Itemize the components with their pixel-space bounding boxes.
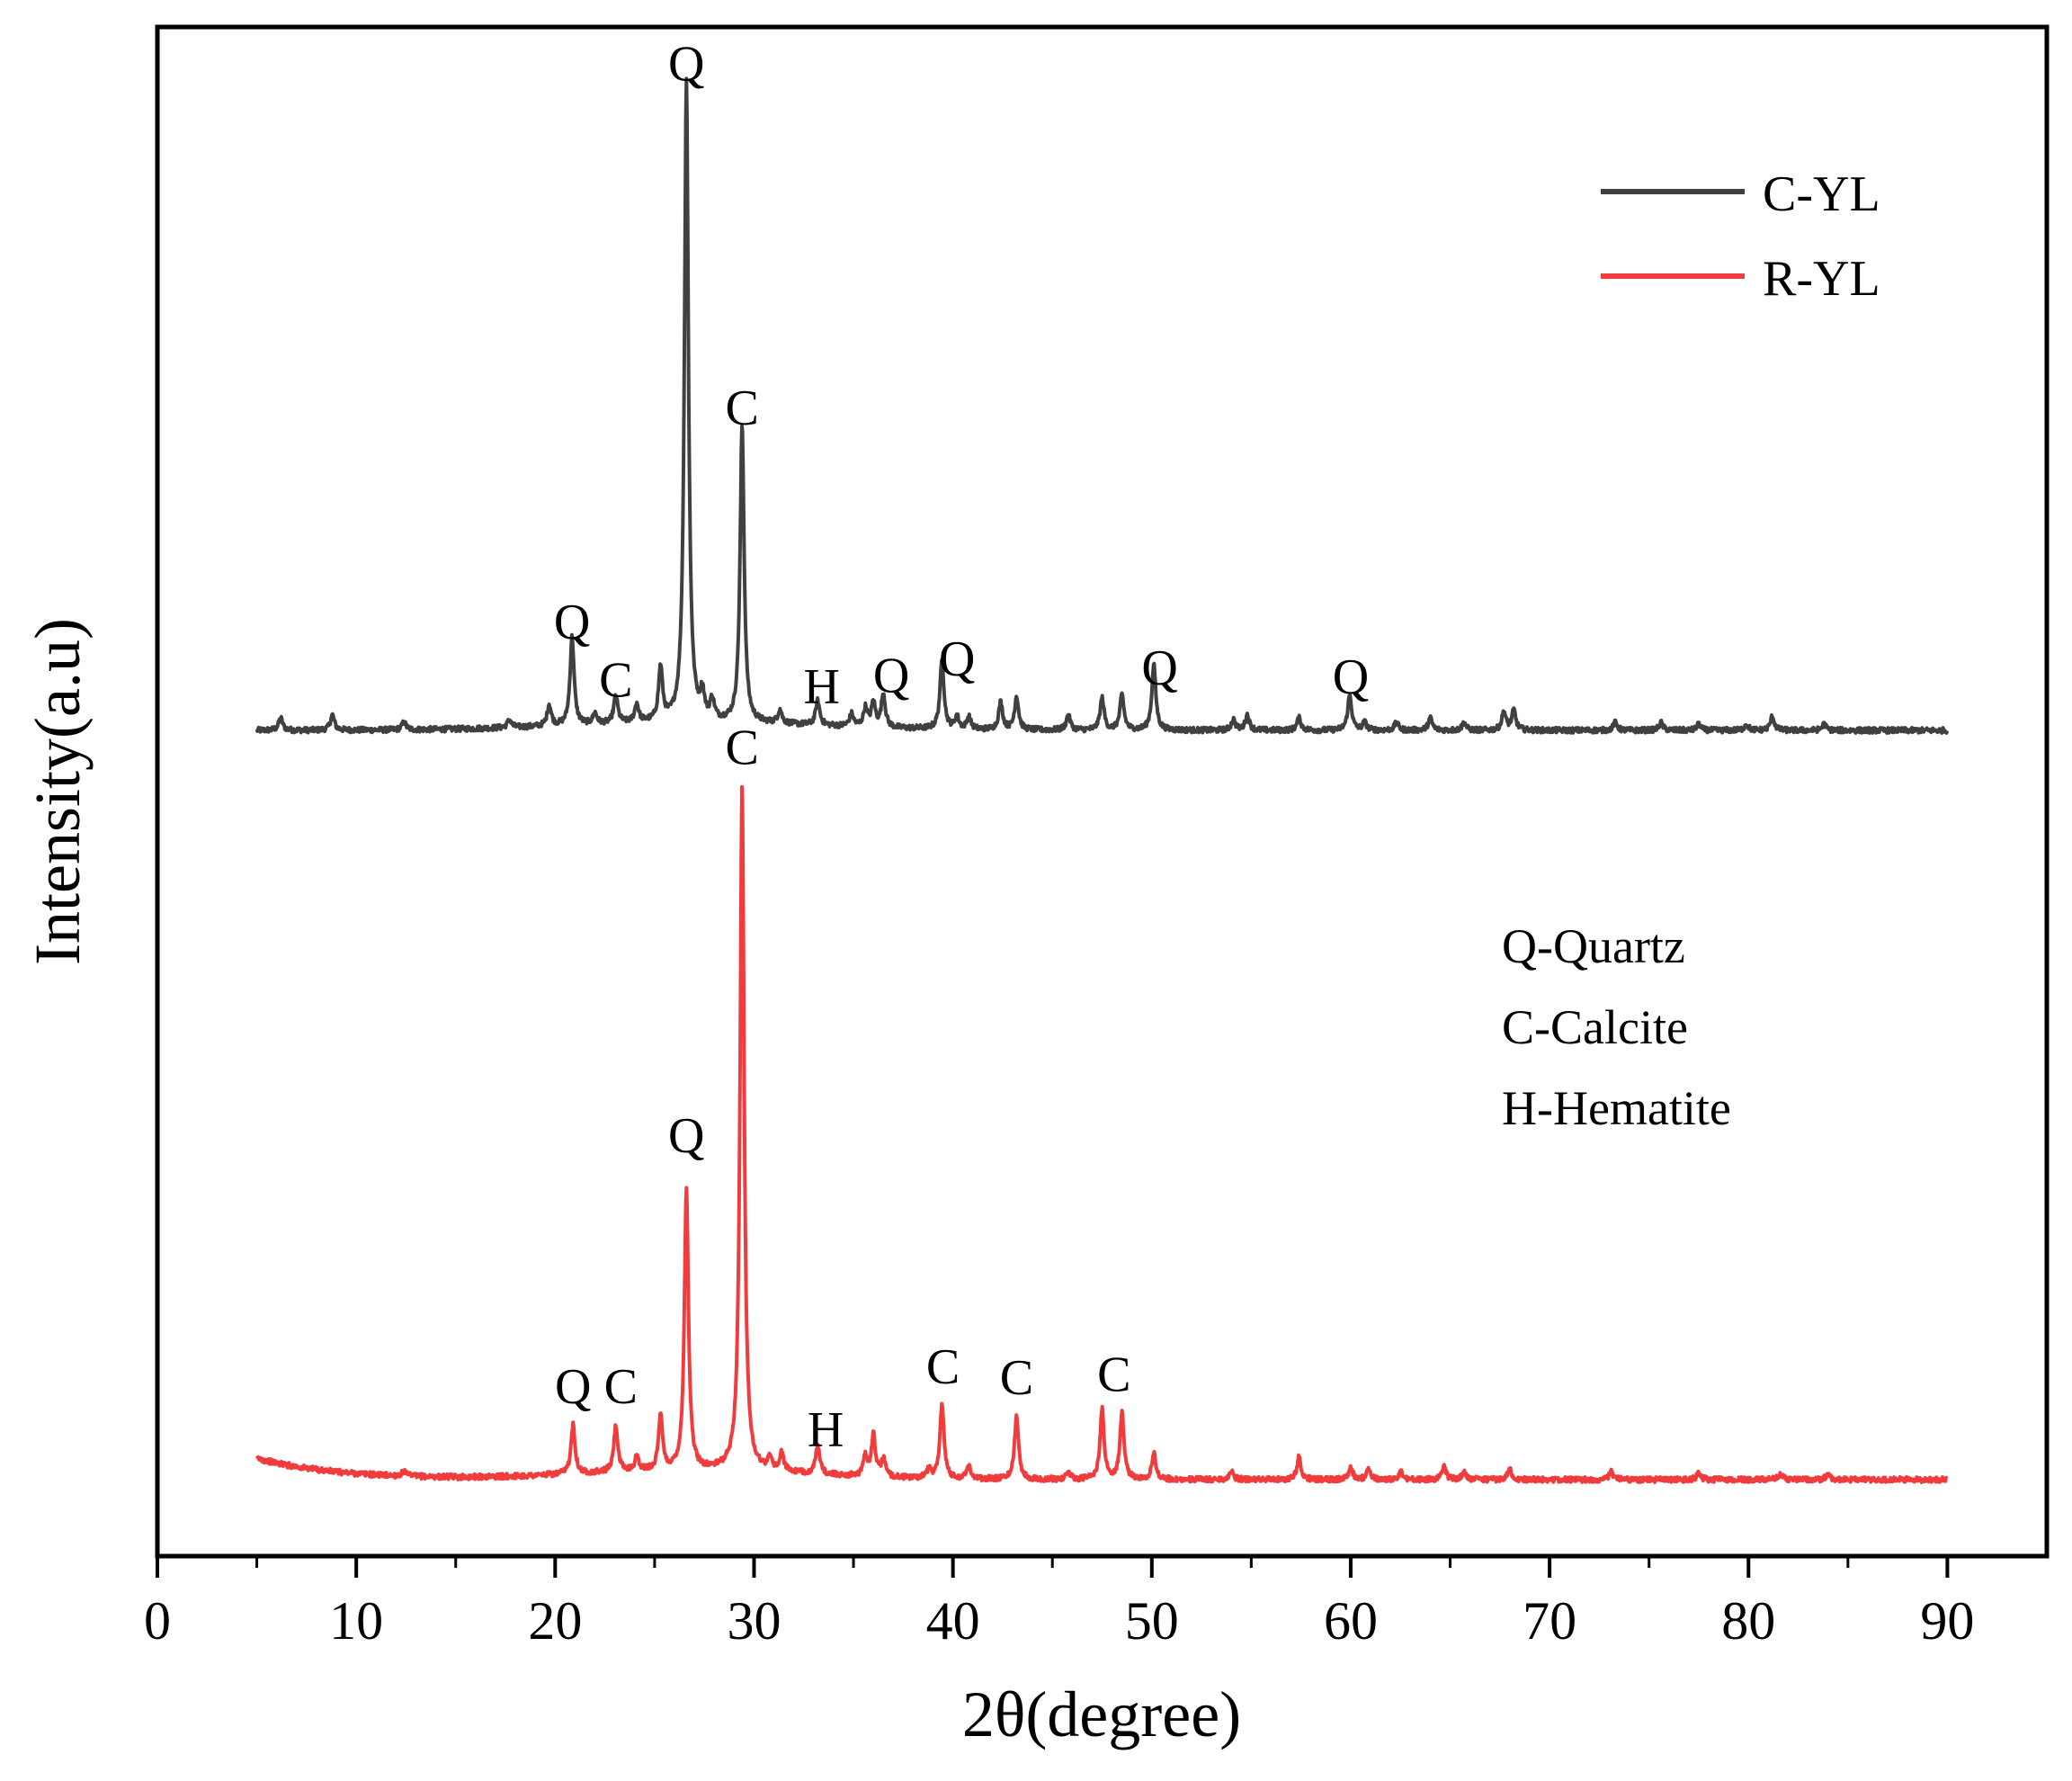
- x-axis-ticks: 0 10 20 30 40 50 60 70 80 90: [144, 1556, 1974, 1651]
- peak-label: C: [1000, 1350, 1033, 1406]
- peak-label: Q: [554, 595, 590, 650]
- series-line-c-yl: [255, 76, 1950, 735]
- series-layer: [255, 76, 1950, 1484]
- peak-label: C: [926, 1339, 960, 1395]
- peak-label: C: [599, 653, 632, 709]
- x-tick-label: 20: [528, 1591, 582, 1651]
- x-axis-title: 2θ(degree): [962, 1678, 1241, 1750]
- x-tick-label: 70: [1523, 1591, 1576, 1651]
- x-tick-label: 90: [1920, 1591, 1974, 1651]
- legend: C-YL R-YL: [1601, 166, 1880, 307]
- x-tick-label: 30: [727, 1591, 781, 1651]
- x-tick-label: 80: [1721, 1591, 1775, 1651]
- y-axis-title: Intensity(a.u): [22, 618, 94, 965]
- peak-label: Q: [555, 1359, 591, 1415]
- x-tick-label: 10: [329, 1591, 383, 1651]
- plot-frame: [155, 24, 2050, 1559]
- peak-label: Q: [873, 649, 909, 704]
- peak-label: H: [808, 1402, 844, 1458]
- peak-label: C: [604, 1359, 638, 1415]
- legend-label-r-yl: R-YL: [1763, 251, 1880, 307]
- legend-label-c-yl: C-YL: [1763, 166, 1880, 222]
- phase-key-hematite: H-Hematite: [1502, 1081, 1731, 1135]
- phase-key-quartz: Q-Quartz: [1502, 919, 1685, 973]
- peak-label: Q: [1141, 640, 1177, 696]
- peak-label: C: [1097, 1347, 1130, 1402]
- peak-label: C: [726, 380, 759, 436]
- x-tick-label: 50: [1125, 1591, 1179, 1651]
- peak-label: Q: [668, 1108, 704, 1164]
- x-tick-label: 40: [926, 1591, 980, 1651]
- x-tick-label: 60: [1324, 1591, 1378, 1651]
- peak-label: Q: [1333, 649, 1369, 705]
- peak-label: C: [726, 720, 759, 775]
- peak-label: H: [803, 658, 839, 714]
- series-line-r-yl: [255, 784, 1949, 1484]
- phase-key: Q-Quartz C-Calcite H-Hematite: [1502, 919, 1731, 1135]
- peak-label: Q: [939, 631, 975, 687]
- peak-label: Q: [668, 37, 704, 93]
- phase-key-calcite: C-Calcite: [1502, 1000, 1688, 1054]
- x-tick-label: 0: [144, 1591, 171, 1651]
